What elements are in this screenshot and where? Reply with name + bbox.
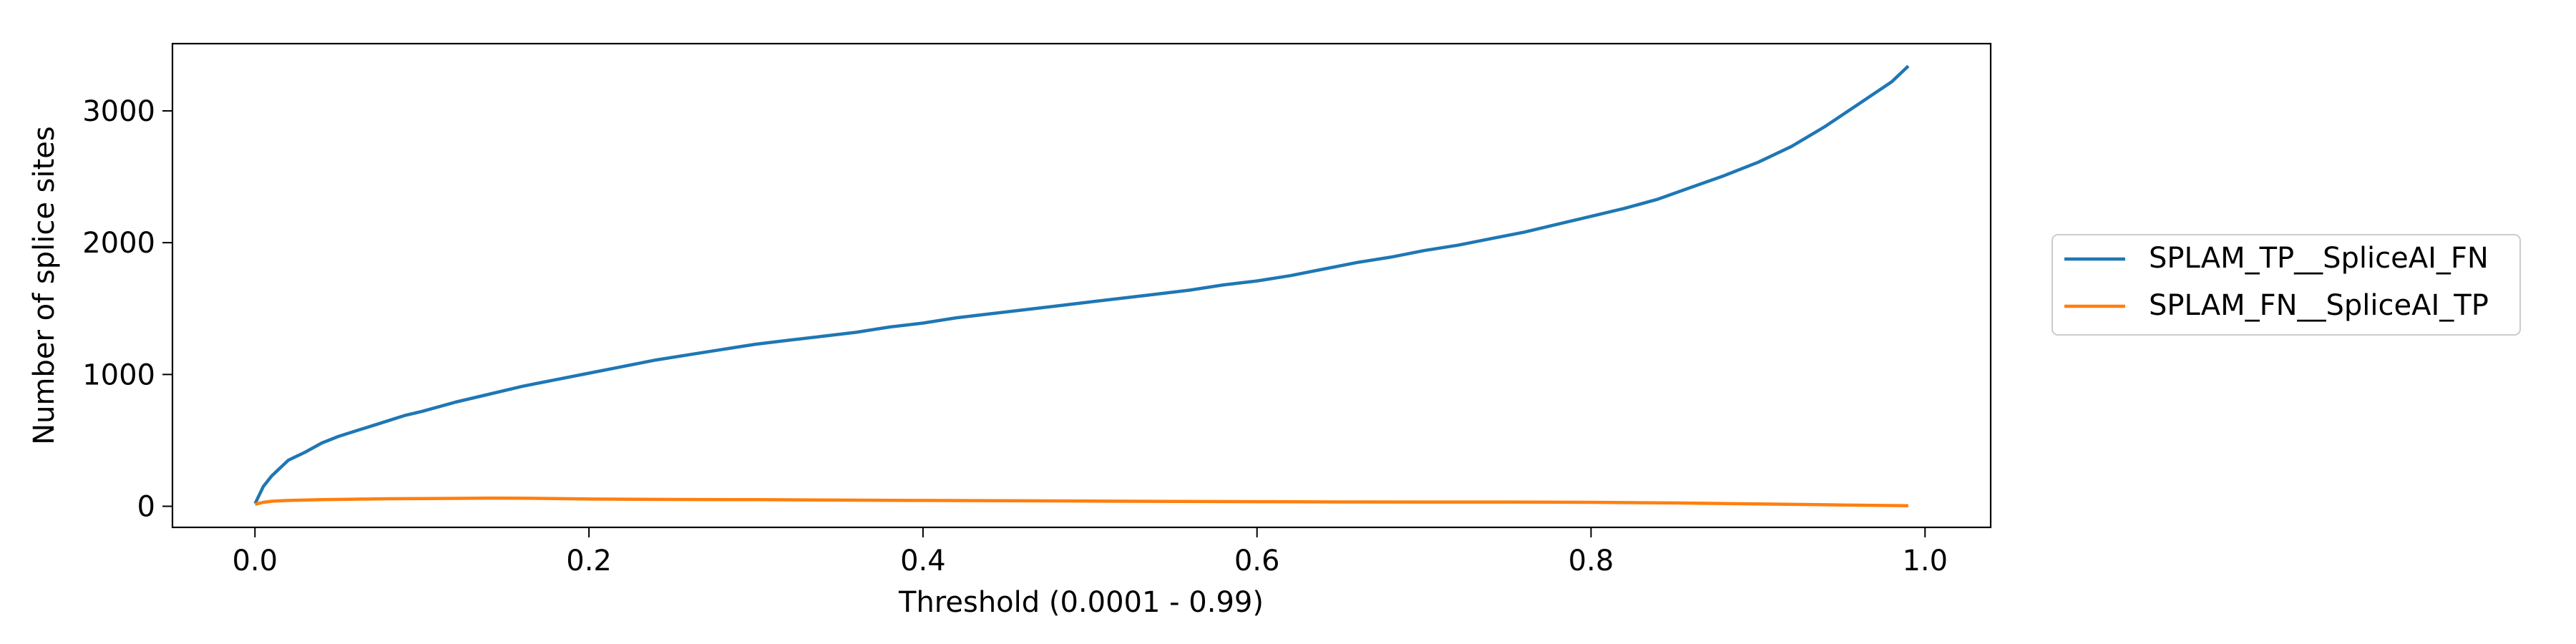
series-line-1 — [254, 496, 1908, 508]
x-tick-label: 0.6 — [1234, 545, 1280, 577]
y-axis-ticks: 0 1000 2000 3000 — [82, 95, 172, 524]
y-tick-label: 0 — [137, 491, 155, 524]
legend: SPLAM_TP__SpliceAI_FN SPLAM_FN__SpliceAI… — [2051, 234, 2521, 336]
x-tick-label: 0.8 — [1568, 545, 1614, 577]
legend-label-fn: SPLAM_FN__SpliceAI_TP — [2149, 289, 2489, 322]
x-tick-label: 0.0 — [232, 545, 278, 577]
series-line-0 — [253, 64, 1910, 504]
x-axis-label: Threshold (0.0001 - 0.99) — [898, 586, 1264, 619]
x-tick-label: 0.2 — [566, 545, 612, 577]
x-axis-ticks: 0.0 0.2 0.4 0.6 0.8 1.0 — [232, 527, 1948, 577]
axes-frame — [171, 42, 1992, 529]
y-tick-label: 2000 — [82, 227, 155, 260]
y-axis-label: Number of splice sites — [28, 126, 61, 445]
x-tick-label: 1.0 — [1902, 545, 1948, 577]
plot-area — [172, 44, 1991, 527]
x-tick-label: 0.4 — [900, 545, 946, 577]
legend-box — [2051, 234, 2521, 336]
y-tick-label: 3000 — [82, 95, 155, 128]
y-tick-label: 1000 — [82, 358, 155, 391]
legend-label-tp: SPLAM_TP__SpliceAI_FN — [2149, 242, 2489, 275]
series-layer — [253, 64, 1910, 508]
